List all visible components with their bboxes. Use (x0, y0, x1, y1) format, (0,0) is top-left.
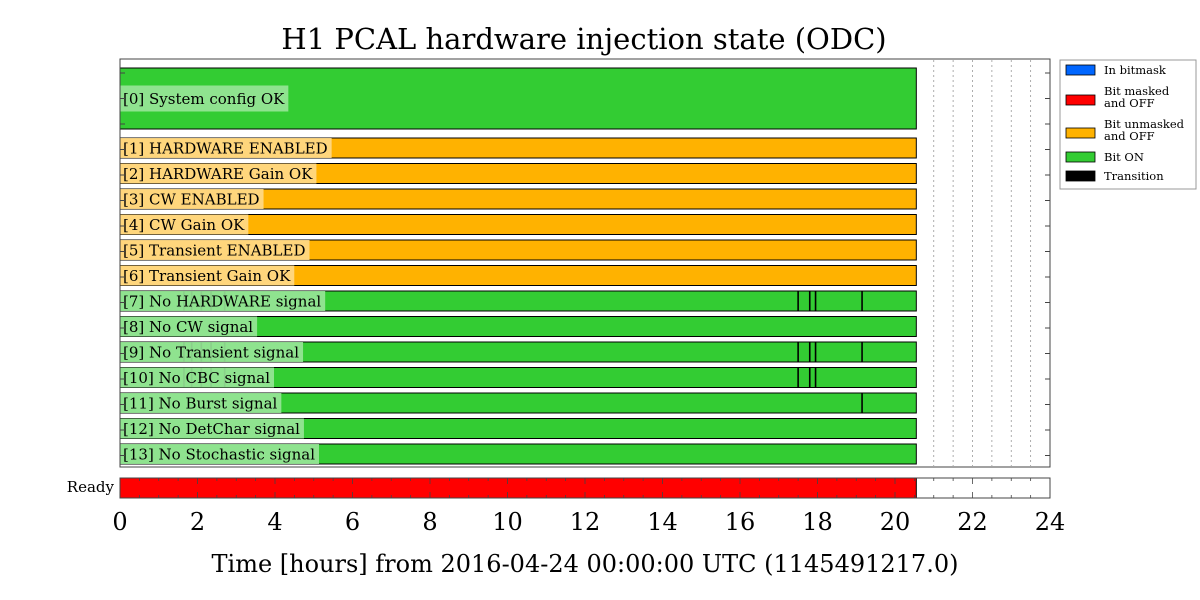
bit-label-background (120, 138, 332, 158)
bit-label-background (120, 444, 320, 464)
bit-label: [11] No Burst signal (123, 395, 278, 413)
grid-lines (933, 60, 1032, 466)
legend-swatch (1065, 64, 1096, 76)
bit-label: [4] CW Gain OK (123, 216, 245, 234)
bit-row: [11] No Burst signal (119, 392, 917, 414)
x-tick-label: 6 (345, 508, 360, 536)
bit-label: [6] Transient Gain OK (123, 267, 291, 285)
legend-label: and OFF (1104, 129, 1155, 143)
bit-row: [12] No DetChar signal (119, 418, 917, 439)
bit-row: [7] No HARDWARE signal (119, 290, 917, 312)
bit-label: [10] No CBC signal (123, 369, 270, 387)
legend-label: Bit masked (1104, 84, 1170, 98)
legend-label: Bit unmasked (1104, 117, 1185, 131)
bit-label-background (120, 240, 310, 260)
bit-row: [0] System config OK (119, 67, 917, 130)
x-tick-label: 24 (1035, 508, 1066, 536)
bit-row: [8] No CW signal (119, 316, 917, 337)
x-tick-label: 8 (422, 508, 437, 536)
bit-row: [6] Transient Gain OK (119, 265, 917, 286)
legend-swatch (1065, 127, 1096, 139)
ready-label: Ready (67, 478, 115, 496)
x-tick-label: 18 (802, 508, 833, 536)
x-tick-label: 0 (112, 508, 127, 536)
ready-panel: Ready (67, 477, 1051, 499)
bit-label-background (120, 367, 275, 388)
x-tick-label: 16 (725, 508, 756, 536)
bit-label-background (120, 265, 295, 286)
bit-label-background (120, 342, 304, 362)
legend-label: Bit ON (1104, 150, 1144, 164)
bit-label: [3] CW ENABLED (123, 191, 260, 209)
bit-label-background (120, 189, 264, 209)
bit-label: [7] No HARDWARE signal (123, 293, 321, 311)
bit-label-background (120, 418, 304, 439)
x-axis-label: Time [hours] from 2016-04-24 00:00:00 UT… (212, 550, 959, 578)
x-tick-label: 10 (492, 508, 523, 536)
x-tick-label: 2 (190, 508, 205, 536)
bit-label-background (120, 316, 258, 337)
legend-swatch (1065, 94, 1096, 106)
bit-row: [5] Transient ENABLED (119, 239, 917, 261)
legend-swatch (1065, 170, 1096, 182)
bit-label-background (120, 291, 326, 311)
bit-label-background (120, 163, 317, 184)
bit-row: [1] HARDWARE ENABLED (119, 137, 917, 159)
bit-label-background (120, 85, 289, 112)
bit-row: [10] No CBC signal (119, 367, 917, 388)
bit-label-background (120, 393, 282, 413)
x-tick-label: 14 (647, 508, 678, 536)
bit-row: [9] No Transient signal (119, 341, 917, 363)
bit-row: [4] CW Gain OK (119, 214, 917, 235)
legend-label: and OFF (1104, 96, 1155, 110)
legend-swatch (1065, 151, 1096, 163)
ready-segment (119, 477, 917, 499)
chart-title: H1 PCAL hardware injection state (ODC) (281, 22, 886, 56)
bit-row: [13] No Stochastic signal (119, 443, 917, 465)
x-tick-label: 12 (570, 508, 601, 536)
bit-label: [0] System config OK (123, 90, 285, 108)
main-axes-frame (119, 58, 1051, 468)
bit-label: [2] HARDWARE Gain OK (123, 165, 313, 183)
bit-label: [8] No CW signal (123, 318, 253, 336)
bit-row: [2] HARDWARE Gain OK (119, 163, 917, 184)
legend-label: In bitmask (1104, 63, 1167, 77)
x-tick-labels: 0 2 4 6 8 10 12 14 16 18 20 22 24 (112, 508, 1065, 536)
bit-label-background (120, 214, 249, 235)
x-tick-label: 20 (880, 508, 911, 536)
bit-label: [13] No Stochastic signal (123, 446, 315, 464)
bit-label: [5] Transient ENABLED (123, 242, 306, 260)
bit-label: [1] HARDWARE ENABLED (123, 140, 328, 158)
bit-label: [12] No DetChar signal (123, 420, 300, 438)
legend-box (1059, 59, 1197, 190)
bit-label: [9] No Transient signal (123, 344, 299, 362)
x-tick-label: 22 (957, 508, 988, 536)
bit-row: [3] CW ENABLED (119, 188, 917, 210)
legend-label: Transition (1104, 169, 1164, 183)
x-tick-label: 4 (267, 508, 282, 536)
bit-rows: [0] System config OK [1] HARDWARE ENABLED… (119, 67, 1050, 465)
